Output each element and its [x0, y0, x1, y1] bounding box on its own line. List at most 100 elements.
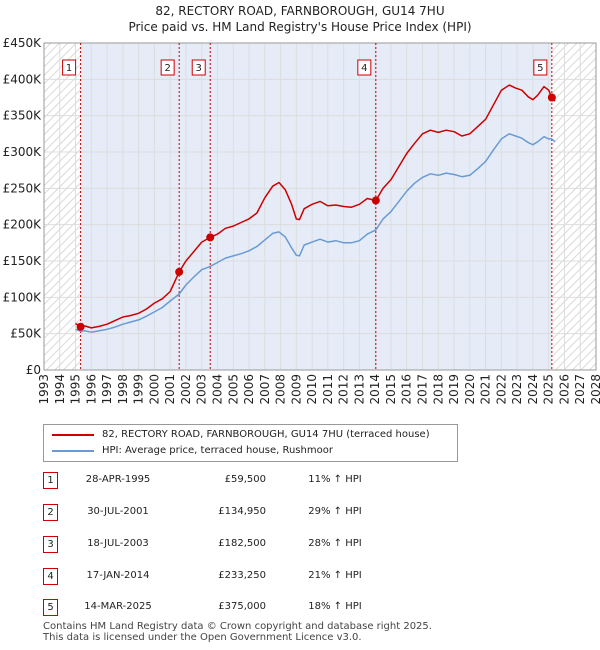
x-tick-label: 2013 [352, 374, 366, 405]
x-tick-label: 2020 [463, 374, 477, 405]
x-tick-label: 2014 [368, 374, 382, 405]
sale-point [175, 267, 184, 276]
x-tick-label: 2005 [226, 374, 240, 405]
sale-point [76, 322, 85, 331]
sale-number-badge: 3 [43, 536, 58, 553]
x-tick-label: 2015 [384, 374, 398, 405]
sale-number-badge: 5 [43, 599, 58, 616]
sale-marker-number: 5 [537, 63, 543, 74]
legend-item-price: 82, RECTORY ROAD, FARNBOROUGH, GU14 7HU … [52, 428, 430, 442]
sale-point [371, 196, 380, 205]
y-tick-label: £100K [3, 290, 43, 304]
chart-subtitle: Price paid vs. HM Land Registry's House … [128, 20, 472, 34]
chart-title: 82, RECTORY ROAD, FARNBOROUGH, GU14 7HU [155, 4, 445, 18]
hatched-region [44, 43, 81, 370]
sale-hpi-diff: 18% ↑ HPI [308, 601, 362, 612]
x-tick-label: 2023 [510, 374, 524, 405]
price-paid-line [75, 84, 556, 329]
y-tick-label: £250K [3, 181, 43, 195]
y-tick-label: £400K [3, 72, 43, 86]
sale-date: 14-MAR-2025 [84, 601, 152, 612]
sale-marker-number: 1 [66, 63, 72, 74]
y-tick-label: £350K [3, 109, 43, 123]
sale-marker-number: 2 [164, 63, 170, 74]
x-tick-label: 2009 [289, 374, 303, 405]
x-tick-label: 1997 [100, 374, 114, 405]
sale-date: 18-JUL-2003 [87, 538, 149, 549]
x-tick-label: 2004 [210, 374, 224, 405]
sale-point [547, 93, 556, 102]
sale-row: 5 14-MAR-2025 £375,000 18% ↑ HPI [0, 599, 600, 619]
x-tick-label: 2007 [258, 374, 272, 405]
sale-number-badge: 2 [43, 504, 58, 521]
sale-marker-label: 1 [62, 59, 77, 76]
x-tick-label: 2018 [431, 374, 445, 405]
x-tick-label: 2008 [274, 374, 288, 405]
sale-hpi-diff: 28% ↑ HPI [308, 538, 362, 549]
x-tick-label: 2017 [416, 374, 430, 405]
sale-date: 17-JAN-2014 [86, 570, 150, 581]
legend-item-hpi: HPI: Average price, terraced house, Rush… [52, 444, 333, 458]
sale-marker-box [191, 59, 206, 76]
x-tick-label: 2025 [542, 374, 556, 405]
sale-row: 3 18-JUL-2003 £182,500 28% ↑ HPI [0, 536, 600, 556]
x-tick-label: 2003 [195, 374, 209, 405]
sale-marker-box [62, 59, 77, 76]
x-tick-label: 2012 [337, 374, 351, 405]
chart-legend: 82, RECTORY ROAD, FARNBOROUGH, GU14 7HU … [43, 424, 458, 462]
hatched-region [551, 43, 596, 370]
legend-label-hpi: HPI: Average price, terraced house, Rush… [102, 445, 333, 456]
x-tick-label: 2026 [557, 374, 571, 405]
x-tick-label: 2011 [321, 374, 335, 405]
hpi-line [75, 133, 556, 333]
ownership-shading [80, 43, 552, 370]
sale-row: 4 17-JAN-2014 £233,250 21% ↑ HPI [0, 568, 600, 588]
sale-number-badge: 1 [43, 472, 58, 489]
sale-price: £134,950 [218, 506, 266, 517]
sale-marker-box [160, 59, 175, 76]
y-tick-label: £200K [3, 218, 43, 232]
x-tick-label: 1998 [116, 374, 130, 405]
sale-marker-label: 4 [357, 59, 372, 76]
sale-price: £233,250 [218, 570, 266, 581]
y-tick-label: £300K [3, 145, 43, 159]
y-tick-label: £0 [26, 363, 41, 377]
sale-date: 28-APR-1995 [85, 474, 151, 485]
sale-price: £375,000 [218, 601, 266, 612]
x-tick-label: 2002 [179, 374, 193, 405]
x-tick-label: 2010 [305, 374, 319, 405]
attribution: Contains HM Land Registry data © Crown c… [43, 621, 432, 643]
x-tick-label: 1999 [132, 374, 146, 405]
sale-marker-label: 2 [160, 59, 175, 76]
legend-label-price: 82, RECTORY ROAD, FARNBOROUGH, GU14 7HU … [102, 429, 430, 440]
sale-point [206, 233, 215, 242]
x-tick-label: 2027 [573, 374, 587, 405]
sale-row: 2 30-JUL-2001 £134,950 29% ↑ HPI [0, 504, 600, 524]
sale-marker-number: 4 [361, 63, 367, 74]
x-tick-label: 2022 [494, 374, 508, 405]
price-chart: £0 £50K £100K £150K £200K £250K £300K £350K £400… [3, 36, 600, 405]
y-tick-label: £450K [3, 36, 43, 50]
sale-marker-label: 5 [533, 59, 548, 76]
sale-row: 1 28-APR-1995 £59,500 11% ↑ HPI [0, 472, 600, 492]
x-tick-label: 1994 [53, 374, 67, 405]
sale-price: £182,500 [218, 538, 266, 549]
x-tick-label: 1995 [69, 374, 83, 405]
y-tick-label: £150K [3, 254, 43, 268]
sale-hpi-diff: 21% ↑ HPI [308, 570, 362, 581]
x-tick-label: 1996 [84, 374, 98, 405]
legend-swatch-price [52, 434, 94, 436]
sale-marker-box [357, 59, 372, 76]
sale-hpi-diff: 29% ↑ HPI [308, 506, 362, 517]
sale-marker-box [533, 59, 548, 76]
legend-swatch-hpi [52, 450, 94, 452]
x-tick-label: 2028 [589, 374, 600, 405]
attribution-line-2: This data is licensed under the Open Gov… [43, 632, 362, 643]
x-tick-label: 2024 [526, 374, 540, 405]
x-tick-label: 2001 [163, 374, 177, 405]
x-tick-label: 2006 [242, 374, 256, 405]
x-tick-label: 2021 [479, 374, 493, 405]
x-tick-label: 2019 [447, 374, 461, 405]
sale-date: 30-JUL-2001 [87, 506, 149, 517]
x-tick-label: 2000 [147, 374, 161, 405]
